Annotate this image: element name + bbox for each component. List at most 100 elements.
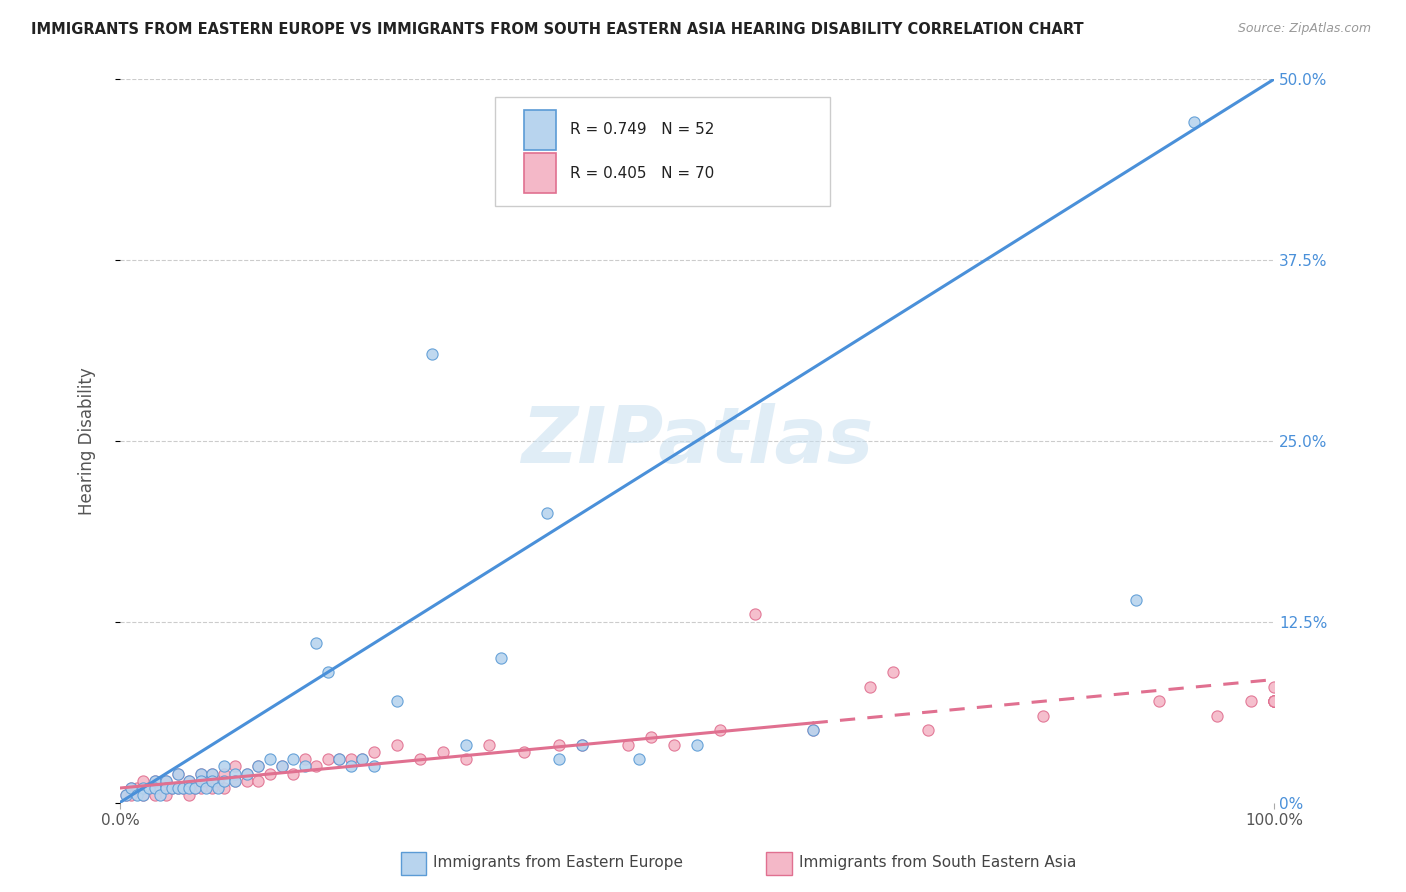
Point: [478, 738, 501, 752]
Point: [212, 773, 235, 788]
Point: [179, 780, 201, 795]
Point: [224, 766, 246, 780]
Point: [236, 773, 259, 788]
Point: [316, 665, 339, 680]
Point: [1205, 708, 1227, 723]
Point: [305, 636, 328, 650]
Point: [207, 780, 229, 795]
Point: [247, 759, 270, 773]
Point: [385, 694, 408, 708]
Point: [143, 773, 166, 788]
Point: [172, 780, 194, 795]
Point: [882, 665, 904, 680]
Point: [190, 773, 212, 788]
Text: Immigrants from Eastern Europe: Immigrants from Eastern Europe: [433, 855, 683, 870]
Point: [201, 766, 224, 780]
Point: [1263, 694, 1285, 708]
Point: [801, 723, 824, 738]
FancyBboxPatch shape: [495, 97, 830, 205]
Point: [155, 773, 177, 788]
FancyBboxPatch shape: [524, 110, 557, 150]
Point: [420, 347, 443, 361]
Point: [247, 773, 270, 788]
Point: [744, 607, 766, 622]
Point: [120, 789, 142, 803]
Text: Immigrants from South Eastern Asia: Immigrants from South Eastern Asia: [799, 855, 1076, 870]
Point: [352, 752, 374, 766]
Point: [132, 789, 155, 803]
Point: [160, 780, 183, 795]
Point: [212, 759, 235, 773]
Point: [1263, 694, 1285, 708]
Point: [138, 780, 160, 795]
Point: [1263, 694, 1285, 708]
Point: [385, 738, 408, 752]
Point: [201, 780, 224, 795]
Point: [640, 731, 662, 745]
Point: [224, 759, 246, 773]
Point: [212, 766, 235, 780]
Text: Source: ZipAtlas.com: Source: ZipAtlas.com: [1237, 22, 1371, 36]
Point: [686, 738, 709, 752]
Point: [138, 780, 160, 795]
FancyBboxPatch shape: [524, 153, 557, 193]
Point: [259, 752, 281, 766]
Point: [628, 752, 651, 766]
Point: [571, 738, 593, 752]
Point: [801, 723, 824, 738]
Point: [132, 773, 155, 788]
Point: [294, 752, 316, 766]
Point: [1182, 115, 1205, 129]
Point: [513, 745, 536, 759]
Point: [201, 766, 224, 780]
Point: [190, 780, 212, 795]
Point: [1125, 593, 1147, 607]
Point: [207, 773, 229, 788]
Point: [236, 766, 259, 780]
Point: [155, 773, 177, 788]
Point: [547, 738, 569, 752]
Point: [281, 752, 304, 766]
Point: [179, 789, 201, 803]
Text: R = 0.749   N = 52: R = 0.749 N = 52: [569, 122, 714, 137]
Point: [456, 738, 478, 752]
Point: [536, 506, 558, 520]
Point: [236, 766, 259, 780]
Point: [149, 789, 172, 803]
Point: [352, 752, 374, 766]
Point: [1263, 694, 1285, 708]
Point: [1263, 680, 1285, 694]
Point: [270, 759, 292, 773]
Point: [166, 780, 188, 795]
Text: R = 0.405   N = 70: R = 0.405 N = 70: [569, 166, 714, 180]
Point: [190, 766, 212, 780]
Point: [184, 780, 207, 795]
Point: [1032, 708, 1054, 723]
Y-axis label: Hearing Disability: Hearing Disability: [79, 367, 96, 515]
Point: [155, 789, 177, 803]
Point: [259, 766, 281, 780]
Point: [571, 738, 593, 752]
Point: [143, 789, 166, 803]
Point: [127, 780, 149, 795]
Point: [247, 759, 270, 773]
Point: [489, 650, 512, 665]
Point: [1240, 694, 1263, 708]
Point: [212, 780, 235, 795]
Point: [132, 780, 155, 795]
Point: [224, 773, 246, 788]
Point: [120, 780, 142, 795]
Point: [294, 759, 316, 773]
Point: [166, 766, 188, 780]
Point: [617, 738, 640, 752]
Point: [127, 789, 149, 803]
Point: [166, 780, 188, 795]
Point: [195, 773, 218, 788]
Point: [149, 780, 172, 795]
Point: [662, 738, 685, 752]
Point: [120, 780, 142, 795]
Point: [432, 745, 454, 759]
Point: [339, 752, 361, 766]
Point: [339, 759, 361, 773]
Point: [143, 773, 166, 788]
